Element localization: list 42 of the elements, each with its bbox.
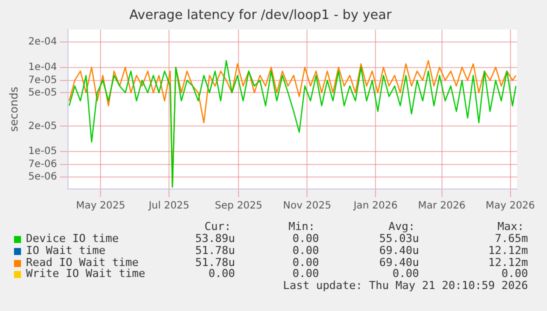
text: 0.00 (392, 267, 419, 280)
y-axis-title: seconds (7, 86, 20, 132)
legend-label: Write IO Wait time (26, 267, 146, 280)
x-tick-label: Nov 2025 (283, 200, 332, 212)
x-tick-label: Mar 2026 (418, 200, 466, 212)
text: 69.40u (379, 244, 419, 257)
text: 0.00 (292, 244, 319, 257)
chart-title: Average latency for /dev/loop1 - by year (129, 8, 392, 24)
text: Cur: (204, 220, 231, 234)
text: 0.00 (292, 267, 319, 280)
text: 69.40u (379, 256, 419, 269)
y-tick-label: 1e-04 (28, 62, 58, 73)
y-tick-label: 7e-06 (28, 159, 58, 170)
x-tick-label: Sep 2025 (214, 200, 262, 212)
text: 7.65m (494, 232, 528, 245)
x-tick-label: Jul 2025 (148, 200, 190, 212)
text: 12.12m (488, 256, 528, 269)
y-tick-label: 5e-05 (28, 87, 58, 98)
legend-label: Read IO Wait time (26, 256, 139, 269)
text: 51.78u (195, 256, 235, 269)
text: 12.12m (488, 244, 528, 257)
legend-label: IO Wait time (26, 244, 106, 257)
text: Last update: Thu May 21 20:10:59 2026 (282, 279, 528, 292)
text: Max: (498, 220, 524, 234)
text: 0.00 (502, 267, 528, 280)
y-tick-label: 1e-05 (28, 146, 58, 158)
text: 55.03u (379, 232, 419, 245)
text: 53.89u (195, 232, 235, 245)
x-tick-label: May 2025 (76, 200, 126, 212)
x-tick-label: May 2026 (486, 200, 535, 212)
text: Avg: (388, 220, 415, 234)
x-tick-label: Jan 2026 (352, 200, 398, 212)
y-tick-label: 7e-05 (28, 74, 58, 86)
y-tick-label: 2e-04 (28, 36, 58, 48)
text: 0.00 (208, 267, 235, 280)
text: Min: (288, 220, 315, 234)
legend-label: Device IO time (26, 232, 119, 245)
y-tick-label: 5e-06 (28, 172, 58, 183)
text: 51.78u (195, 244, 235, 257)
text: 0.00 (292, 256, 319, 269)
text: 0.00 (292, 232, 319, 245)
y-tick-label: 2e-05 (28, 120, 58, 132)
